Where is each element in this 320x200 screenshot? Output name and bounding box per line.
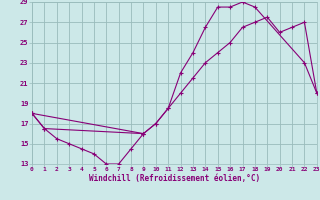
X-axis label: Windchill (Refroidissement éolien,°C): Windchill (Refroidissement éolien,°C) xyxy=(89,174,260,183)
